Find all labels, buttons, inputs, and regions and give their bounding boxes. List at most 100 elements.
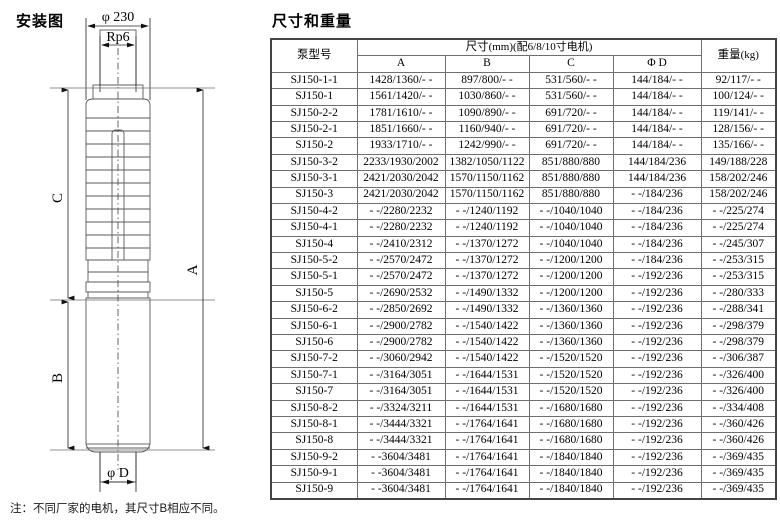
- cell-d: 144/184/236: [612, 170, 702, 188]
- cell-model: SJ150-9-1: [270, 465, 358, 483]
- table-row: SJ150-8- -/3444/3321- -/1764/1641- -/168…: [270, 432, 778, 450]
- cell-a: 1428/1360/- -: [356, 71, 446, 90]
- cell-model: SJ150-4-2: [270, 202, 358, 221]
- cell-d: - -/192/236: [612, 350, 702, 368]
- cell-a: 1781/1610/- -: [356, 104, 446, 122]
- cell-d: - -/192/236: [612, 301, 702, 319]
- table-row: SJ150-1 1561/1420/- -1030/860/- -531/560/…: [270, 88, 778, 106]
- table-row: SJ150-1-1 1428/1360/- -897/800/- -531/560…: [270, 71, 778, 90]
- cell-weight: - -/288/341: [700, 301, 778, 319]
- cell-d: - -/192/236: [612, 481, 702, 500]
- cell-c: - -/1360/1360: [528, 301, 614, 319]
- cell-weight: - -/326/400: [700, 366, 778, 385]
- cell-weight: - -/306/387: [700, 350, 778, 368]
- table-row: SJ150-2-1 1851/1660/- -1160/940/- -691/72…: [270, 120, 778, 139]
- cell-a: - -/3164/3051: [356, 366, 446, 385]
- cell-d: - -/192/236: [612, 366, 702, 385]
- drawing-title: 安装图: [16, 13, 65, 30]
- cell-a: - -/2570/2472: [356, 268, 446, 286]
- cell-model: SJ150-7-1: [270, 366, 358, 385]
- dimension-label-thread: Rp6: [106, 30, 129, 45]
- cell-a: - -/2690/2532: [356, 284, 446, 303]
- cell-d: - -/192/236: [612, 415, 702, 434]
- cell-a: - -/2570/2472: [356, 252, 446, 270]
- cell-a: 2233/1930/2002: [356, 153, 446, 172]
- header-model: 泵型号: [270, 37, 358, 73]
- cell-b: 1242/990/- -: [444, 137, 530, 155]
- cell-b: - -/1240/1192: [444, 202, 530, 221]
- header-col-d: Φ D: [612, 55, 702, 73]
- cell-weight: - -/369/435: [700, 465, 778, 483]
- cell-weight: - -/326/400: [700, 383, 778, 401]
- cell-c: - -/1840/1840: [528, 481, 614, 500]
- cell-a: 2421/2030/2042: [356, 170, 446, 188]
- cell-model: SJ150-3-2: [270, 153, 358, 172]
- cell-d: - -/184/236: [612, 219, 702, 237]
- drawing-note: 注：不同厂家的电机，其尺寸B相应不同。: [10, 503, 225, 515]
- cell-weight: 158/202/246: [700, 170, 778, 188]
- cell-b: - -/1644/1531: [444, 383, 530, 401]
- cell-d: - -/192/236: [612, 448, 702, 467]
- cell-a: 1933/1710/- -: [356, 137, 446, 155]
- table-title: 尺寸和重量: [272, 13, 353, 30]
- cell-c: - -/1200/1200: [528, 252, 614, 270]
- table-row: SJ150-6-1- -/2900/2782- -/1540/1422- -/1…: [270, 317, 778, 336]
- table-row: SJ150-7-2- -/3060/2942- -/1540/1422- -/1…: [270, 350, 778, 368]
- cell-b: - -/1644/1531: [444, 399, 530, 417]
- cell-c: - -/1040/1040: [528, 202, 614, 221]
- dimension-label-outer-diameter: φ 230: [102, 10, 135, 25]
- cell-b: - -/1240/1192: [444, 219, 530, 237]
- cell-a: - -/2900/2782: [356, 334, 446, 352]
- pump-assembly-drawing: φ 230 Rp6 C B A φ D: [50, 10, 215, 492]
- cell-weight: 149/188/228: [700, 153, 778, 172]
- cell-model: SJ150-5-1: [270, 268, 358, 286]
- table-row: SJ150-5-2- -/2570/2472- -/1370/1272- -/1…: [270, 252, 778, 270]
- cell-b: - -/1540/1422: [444, 350, 530, 368]
- dimension-label-a: A: [185, 264, 201, 275]
- cell-model: SJ150-5-2: [270, 252, 358, 270]
- cell-a: - -/3444/3321: [356, 432, 446, 450]
- cell-model: SJ150-7-2: [270, 350, 358, 368]
- cell-model: SJ150-4: [270, 235, 358, 254]
- cell-model: SJ150-6-1: [270, 317, 358, 336]
- cell-d: 144/184/236: [612, 153, 702, 172]
- cell-c: - -/1680/1680: [528, 399, 614, 417]
- cell-weight: - -/280/333: [700, 284, 778, 303]
- cell-a: - -/2410/2312: [356, 235, 446, 254]
- cell-c: - -/1840/1840: [528, 465, 614, 483]
- cell-weight: 135/166/- -: [700, 137, 778, 155]
- cell-c: 851/880/880: [528, 170, 614, 188]
- cell-b: - -/1370/1272: [444, 268, 530, 286]
- cell-b: - -/1764/1641: [444, 415, 530, 434]
- cell-a: - -/2900/2782: [356, 317, 446, 336]
- cell-c: - -/1840/1840: [528, 448, 614, 467]
- cell-b: - -/1644/1531: [444, 366, 530, 385]
- cell-b: - -/1490/1332: [444, 301, 530, 319]
- cell-c: - -/1520/1520: [528, 350, 614, 368]
- cell-c: - -/1040/1040: [528, 219, 614, 237]
- header-weight: 重量(kg): [700, 37, 778, 73]
- cell-model: SJ150-7: [270, 383, 358, 401]
- header-col-c: C: [528, 55, 614, 73]
- cell-c: 851/880/880: [528, 186, 614, 204]
- cell-weight: 119/141/- -: [700, 104, 778, 122]
- table-row: SJ150-4- -/2410/2312- -/1370/1272- -/104…: [270, 235, 778, 254]
- cell-d: 144/184/- -: [612, 137, 702, 155]
- cell-d: - -/192/236: [612, 432, 702, 450]
- cell-weight: 100/124/- -: [700, 88, 778, 106]
- table-row: SJ150-4-1- -/2280/2232- -/1240/1192- -/1…: [270, 219, 778, 237]
- cell-a: - -/2850/2692: [356, 301, 446, 319]
- cell-d: - -/192/236: [612, 383, 702, 401]
- cell-d: - -/192/236: [612, 399, 702, 417]
- cell-weight: - -/298/379: [700, 317, 778, 336]
- cell-weight: - -/369/435: [700, 481, 778, 500]
- cell-weight: - -/253/315: [700, 268, 778, 286]
- table-row: SJ150-8-1- -/3444/3321- -/1764/1641- -/1…: [270, 415, 778, 434]
- table-row: SJ150-7-1- -/3164/3051- -/1644/1531 - -/1…: [270, 366, 778, 385]
- cell-model: SJ150-9-2: [270, 448, 358, 467]
- cell-a: - -/3060/2942: [356, 350, 446, 368]
- cell-model: SJ150-3-1: [270, 170, 358, 188]
- cell-b: - -/1540/1422: [444, 317, 530, 336]
- cell-c: 531/560/- -: [528, 71, 614, 90]
- cell-d: 144/184/- -: [612, 88, 702, 106]
